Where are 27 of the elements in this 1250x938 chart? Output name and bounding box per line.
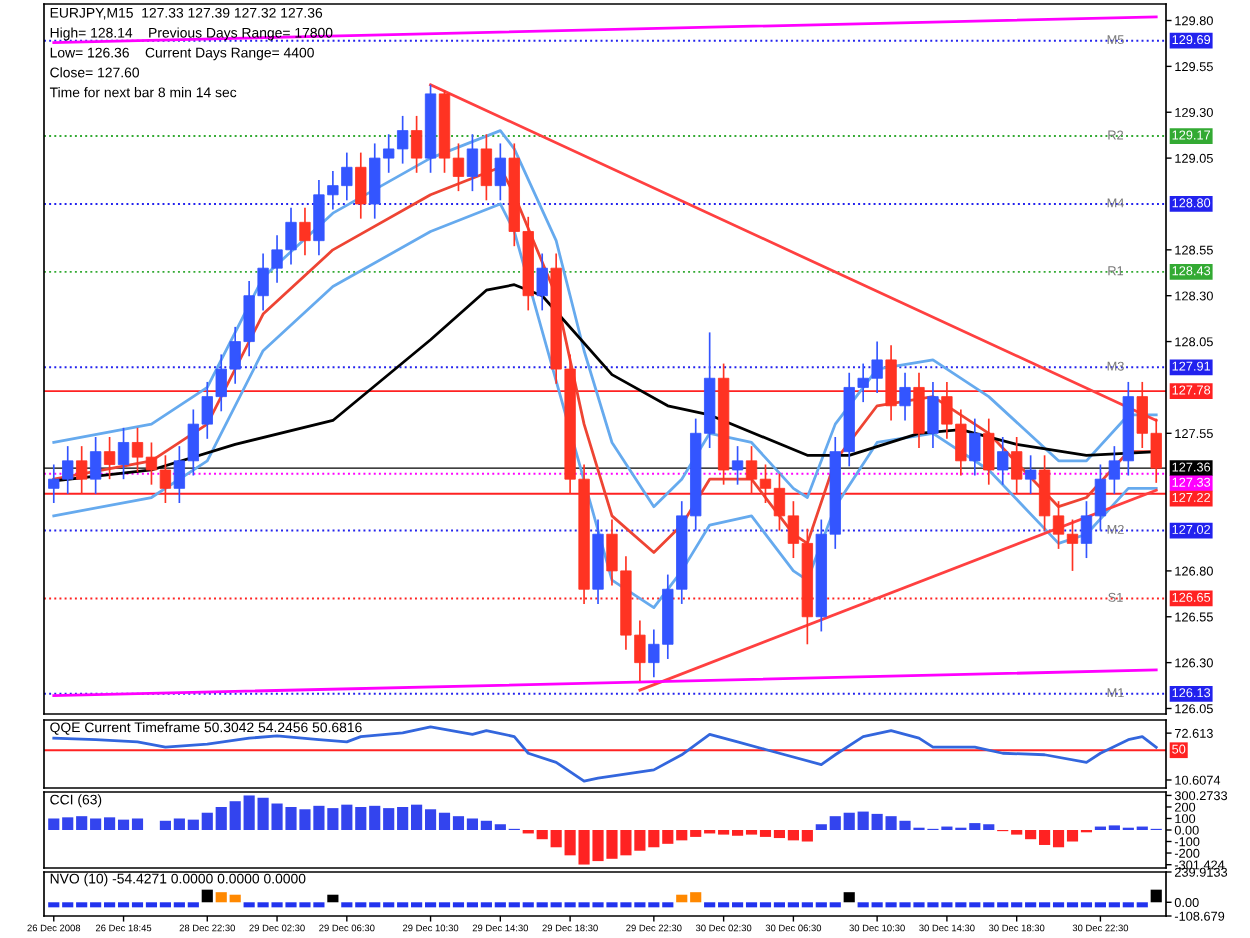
candlestick bbox=[299, 206, 311, 257]
line-series bbox=[52, 725, 1158, 783]
candlestick bbox=[731, 445, 744, 486]
candlestick bbox=[466, 133, 479, 192]
bar bbox=[843, 892, 855, 903]
candlestick bbox=[1011, 436, 1023, 495]
candlestick bbox=[494, 142, 506, 202]
candlestick bbox=[117, 426, 130, 481]
candlestick bbox=[969, 417, 981, 477]
candlestick bbox=[983, 417, 995, 486]
candlestick bbox=[480, 133, 493, 202]
candlestick bbox=[927, 381, 939, 449]
candlestick bbox=[76, 445, 88, 495]
line-series bbox=[52, 129, 1158, 509]
candlestick bbox=[89, 436, 102, 495]
candlestick bbox=[410, 115, 423, 174]
bar bbox=[201, 889, 213, 903]
candlestick bbox=[355, 151, 367, 220]
candlestick bbox=[885, 344, 897, 422]
candlestick bbox=[997, 436, 1009, 486]
candlestick bbox=[913, 371, 925, 449]
candlestick bbox=[536, 252, 548, 312]
candlestick bbox=[103, 436, 116, 481]
candlestick bbox=[899, 371, 911, 422]
line-series bbox=[52, 202, 1158, 609]
bar bbox=[327, 894, 339, 903]
candlestick bbox=[1024, 454, 1037, 495]
